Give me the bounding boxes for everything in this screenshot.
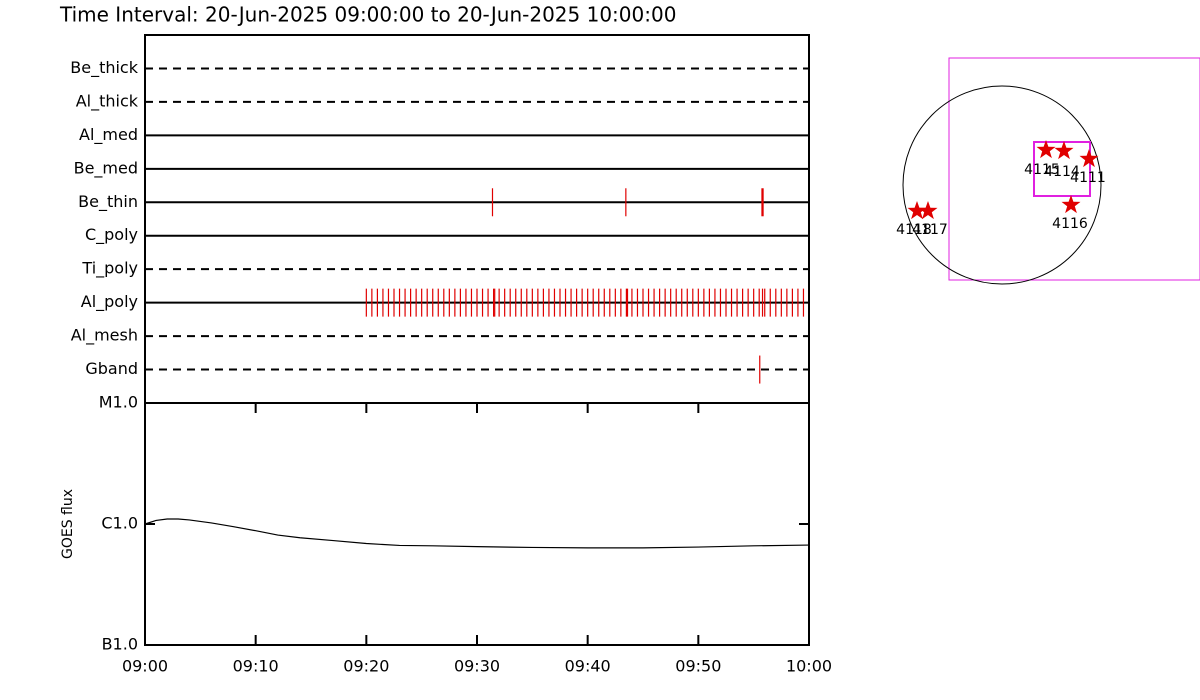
x-tick-label: 09:50 — [675, 657, 721, 676]
x-tick-label: 09:30 — [454, 657, 500, 676]
row-label: Al_thick — [76, 91, 139, 111]
row-label: Be_thin — [78, 192, 138, 212]
star — [907, 201, 927, 220]
row-label: Ti_poly — [81, 259, 138, 279]
star — [1061, 195, 1081, 214]
region-stars — [907, 140, 1099, 220]
region-label: 4116 — [1052, 216, 1088, 232]
star — [918, 201, 938, 220]
star — [1054, 141, 1074, 160]
y-axis-label: GOES flux — [60, 489, 76, 559]
row-label: C_poly — [85, 225, 138, 245]
fov-box — [948, 57, 1200, 281]
y-tick-label: B1.0 — [102, 635, 138, 654]
row-label: Be_med — [74, 158, 138, 178]
x-tick-label: 10:00 — [786, 657, 832, 676]
title: Time Interval: 20-Jun-2025 09:00:00 to 2… — [59, 3, 676, 27]
solar-disk — [902, 85, 1102, 285]
row-label: Al_poly — [81, 292, 138, 312]
panel-frame — [144, 34, 810, 404]
region-label: 4111 — [1070, 170, 1106, 186]
target-box — [1033, 141, 1091, 197]
row-label: Gband — [85, 359, 138, 378]
sun-map: 4115 4114 4111 4116 4118 4117 — [896, 57, 1200, 285]
row-label: Be_thick — [70, 58, 138, 78]
x-tick-label: 09:40 — [565, 657, 611, 676]
x-tick-label: 09:10 — [233, 657, 279, 676]
x-tick-label: 09:20 — [343, 657, 389, 676]
row-label: Al_med — [79, 125, 138, 145]
region-label: 4118 — [896, 222, 932, 238]
star — [1079, 149, 1099, 168]
star — [1036, 140, 1056, 159]
region-label: 4115 — [1024, 162, 1060, 178]
x-tick-label: 09:00 — [122, 657, 168, 676]
flux-line — [144, 518, 810, 549]
region-label: 4114 — [1044, 164, 1080, 180]
y-tick-label: M1.0 — [99, 393, 138, 412]
y-tick-label: C1.0 — [101, 514, 138, 533]
region-label: 4117 — [912, 222, 948, 238]
panel-frame — [144, 402, 810, 646]
row-label: Al_mesh — [71, 326, 138, 346]
